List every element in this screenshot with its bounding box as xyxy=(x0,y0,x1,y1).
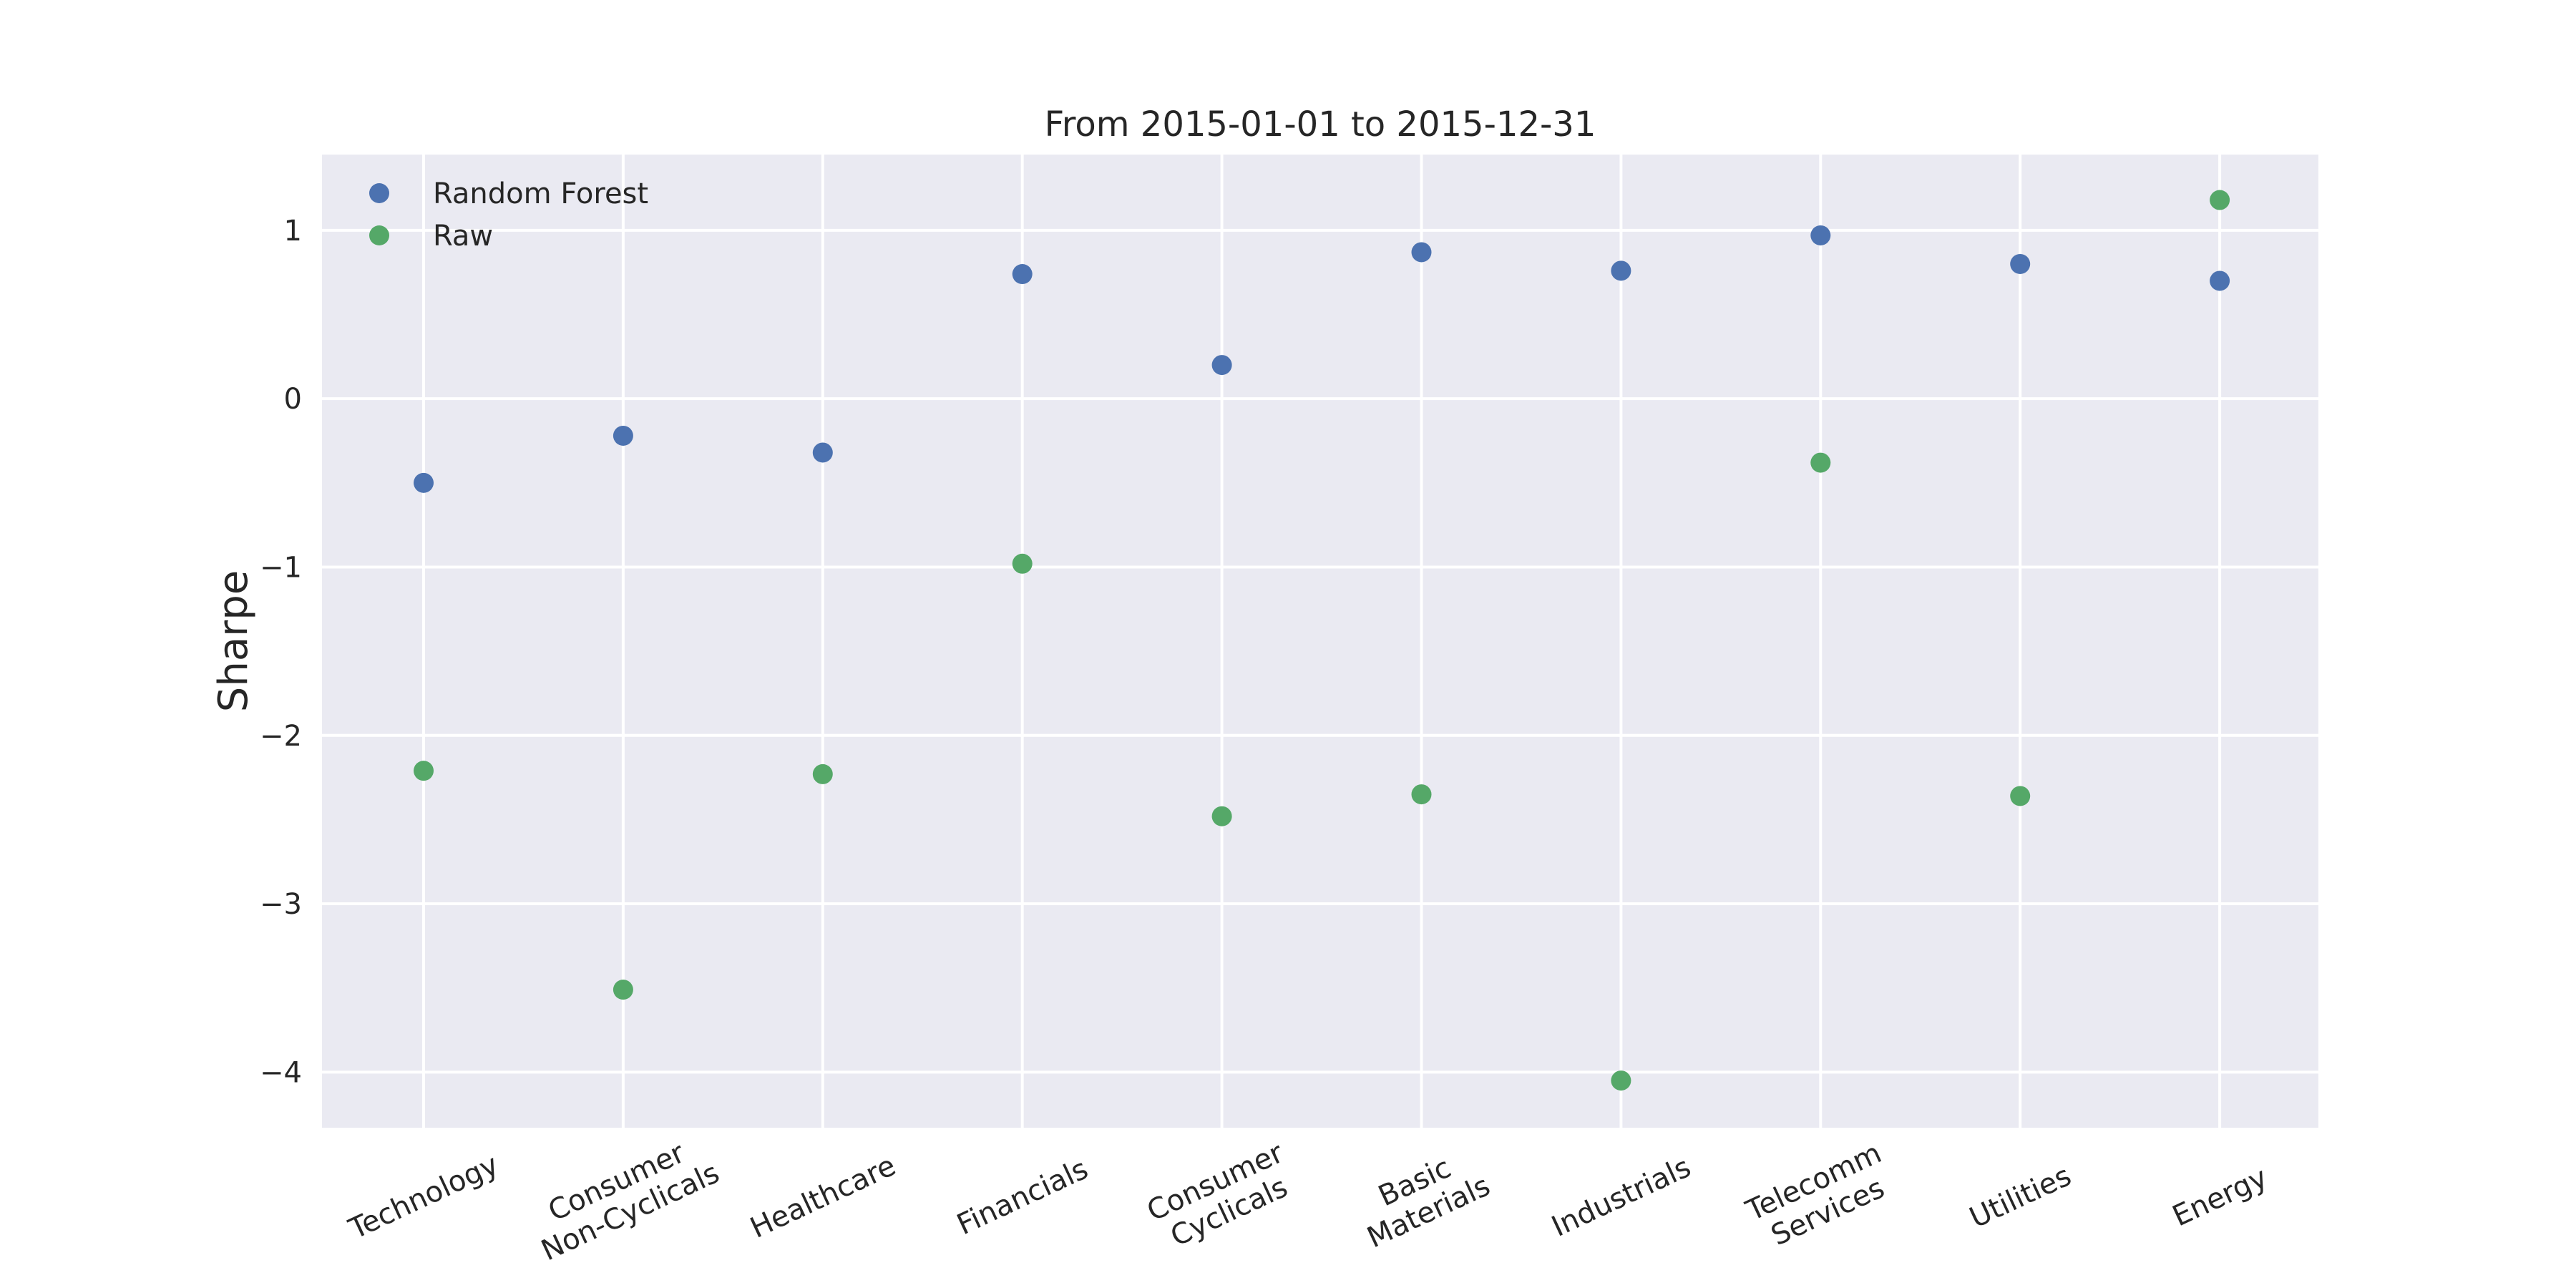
x-tick-label: Healthcare xyxy=(746,1149,901,1245)
point-random-forest xyxy=(812,442,833,463)
x-tick-label: BasicMaterials xyxy=(1348,1139,1495,1254)
x-tick-label: Utilities xyxy=(1965,1159,2077,1234)
point-raw xyxy=(812,763,833,784)
x-tick-label: Technology xyxy=(343,1148,503,1246)
y-tick-label: −2 xyxy=(260,720,302,753)
x-tick-label: Industrials xyxy=(1547,1151,1696,1244)
y-tick-label: −1 xyxy=(260,551,302,584)
x-tick-label: ConsumerCyclicals xyxy=(1142,1136,1302,1258)
chart-title: From 2015-01-01 to 2015-12-31 xyxy=(1045,104,1596,145)
legend: Random Forest Raw xyxy=(369,177,648,253)
y-tick-label: 1 xyxy=(284,215,302,248)
point-raw xyxy=(1012,553,1033,574)
y-tick-labels: 1 0 −1 −2 −3 −4 xyxy=(260,215,302,1089)
data-points xyxy=(414,190,2230,1091)
point-random-forest xyxy=(1012,264,1033,285)
x-tick-labels: Technology ConsumerNon-Cyclicals Healthcar… xyxy=(343,1126,2272,1267)
y-axis-label: Sharpe xyxy=(210,570,257,712)
point-random-forest xyxy=(2010,253,2031,274)
point-raw xyxy=(2010,786,2031,806)
grid-lines xyxy=(322,155,2318,1128)
point-random-forest xyxy=(1810,225,1831,245)
legend-marker xyxy=(369,225,389,245)
point-random-forest xyxy=(414,472,434,493)
x-tick-label: TelecommServices xyxy=(1741,1136,1901,1257)
point-random-forest xyxy=(1211,355,1232,376)
legend-label: Raw xyxy=(433,220,493,253)
point-raw xyxy=(1211,806,1232,826)
y-tick-label: 0 xyxy=(284,383,302,416)
y-tick-label: −3 xyxy=(260,888,302,921)
point-raw xyxy=(1810,452,1831,473)
point-random-forest xyxy=(1411,242,1432,263)
x-tick-label: Energy xyxy=(2167,1161,2272,1233)
legend-label: Random Forest xyxy=(433,177,648,210)
point-random-forest xyxy=(1611,260,1631,281)
point-random-forest xyxy=(2210,270,2230,291)
point-raw xyxy=(2210,190,2230,210)
point-raw xyxy=(1411,784,1432,805)
point-random-forest xyxy=(613,425,633,446)
y-tick-label: −4 xyxy=(260,1056,302,1089)
point-raw xyxy=(613,980,633,1000)
x-tick-label: Financials xyxy=(952,1153,1093,1242)
x-tick-label: ConsumerNon-Cyclicals xyxy=(522,1126,724,1267)
plot-background xyxy=(322,155,2318,1128)
point-raw xyxy=(414,761,434,781)
legend-marker xyxy=(369,183,389,203)
point-raw xyxy=(1611,1070,1631,1091)
